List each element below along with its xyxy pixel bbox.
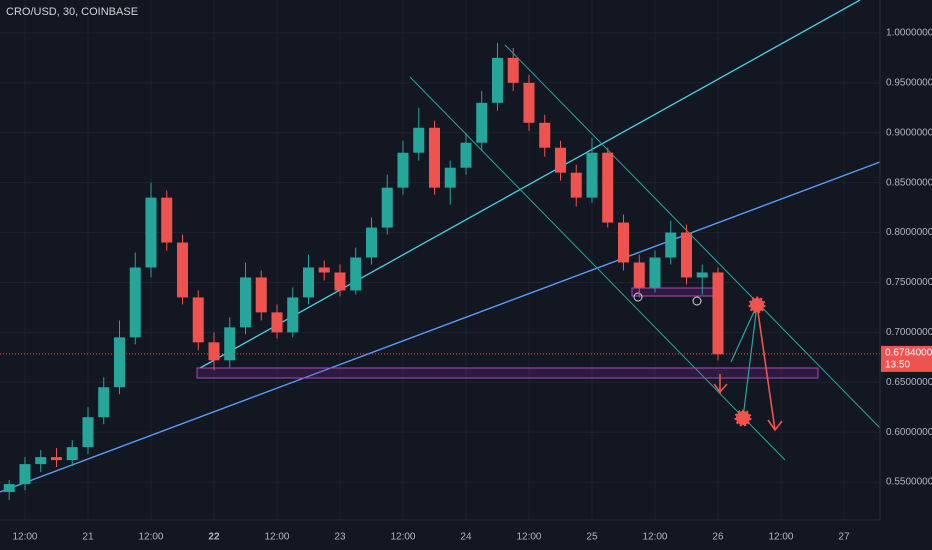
candle-body (192, 297, 204, 343)
candle-body (381, 187, 393, 228)
drawings (0, 0, 881, 493)
channel-line (409, 76, 786, 461)
countdown-label: 13:50 (885, 360, 910, 371)
zone (196, 367, 819, 379)
candle-body (35, 457, 47, 465)
candle-body (696, 272, 708, 278)
marker (692, 296, 702, 306)
chart-title: CRO/USD, 30, COINBASE (6, 6, 138, 18)
x-tick-label: 26 (712, 532, 724, 543)
candle-body (397, 152, 409, 188)
candle-body (239, 277, 252, 328)
arrow (713, 374, 728, 395)
x-tick-label: 22 (208, 532, 220, 543)
candle-body (428, 127, 440, 188)
candle-body (66, 447, 78, 461)
trend-line (199, 0, 861, 369)
candle-body (113, 337, 126, 388)
candle-body (633, 262, 645, 288)
candle-body (586, 152, 598, 198)
zone (631, 287, 717, 297)
candle-body (617, 222, 629, 263)
x-tick-label: 12:00 (516, 532, 541, 543)
candles (0, 42, 880, 501)
x-tick-label: 24 (460, 532, 472, 543)
candle-body (444, 167, 456, 188)
candle-body (208, 342, 220, 361)
marker (633, 292, 643, 302)
x-tick-label: 21 (82, 532, 94, 543)
x-tick-label: 12:00 (390, 532, 415, 543)
channel-line (504, 44, 881, 429)
arrow (756, 304, 783, 432)
candle-body (665, 232, 677, 258)
candle-body (50, 457, 63, 461)
x-tick-label: 12:00 (138, 532, 163, 543)
candle-body (523, 82, 535, 123)
y-tick-label: 0.95000000 (886, 77, 932, 88)
candle-body (287, 297, 299, 333)
marker (734, 409, 752, 427)
x-tick-label: 12:00 (12, 532, 37, 543)
x-tick-label: 27 (838, 532, 850, 543)
candle-body (82, 417, 94, 448)
marker (748, 296, 766, 314)
candle-body (302, 267, 315, 298)
candle-body (491, 57, 503, 103)
candle-body (224, 327, 236, 361)
y-tick-label: 1.00000000 (886, 28, 932, 39)
candle-body (413, 127, 425, 153)
candle-body (255, 277, 267, 313)
trend-line (0, 161, 881, 493)
x-tick-label: 12:00 (264, 532, 289, 543)
candle-body (129, 267, 141, 338)
candle-body (570, 172, 582, 198)
candle-body (271, 312, 283, 333)
candle-body (680, 232, 692, 278)
candle-body (318, 267, 330, 273)
last-price-label: 0.67840000 (885, 348, 932, 359)
price-axis (880, 0, 932, 550)
candle-body (350, 257, 362, 291)
candle-body (145, 197, 157, 268)
x-tick-label: 12:00 (768, 532, 793, 543)
last-price-box (881, 345, 932, 372)
candle-body (476, 102, 488, 143)
x-tick-label: 25 (586, 532, 598, 543)
candle-body (176, 242, 189, 298)
candle-body (554, 147, 566, 173)
x-tick-label: 12:00 (642, 532, 667, 543)
candle-body (98, 387, 110, 418)
candle-body (507, 57, 519, 83)
candle-body (602, 152, 614, 223)
candle-body (460, 142, 472, 168)
candle-body (3, 484, 15, 493)
candle-body (712, 272, 724, 355)
candle-body (161, 197, 173, 243)
candle-body (19, 464, 31, 485)
grid (0, 0, 880, 520)
projection (730, 304, 758, 419)
x-tick-label: 23 (334, 532, 346, 543)
candle-body (539, 122, 551, 148)
candle-body (649, 257, 661, 288)
candle-body (365, 227, 378, 258)
candle-body (334, 272, 346, 291)
